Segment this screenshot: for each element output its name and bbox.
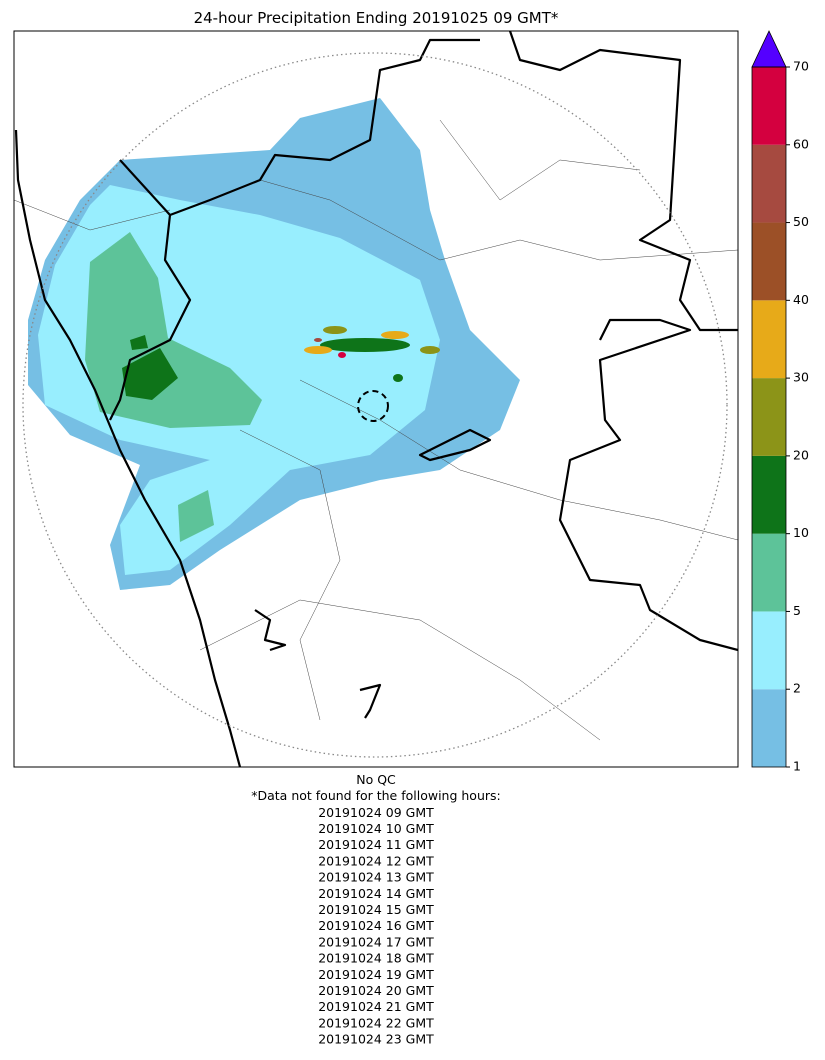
- colorbar-tick-label: 5: [793, 603, 801, 618]
- colorbar-tick-label: 50: [793, 214, 809, 229]
- colorbar-segment: [752, 300, 786, 379]
- precip-area: [314, 338, 322, 342]
- missing-hour: 20191024 19 GMT: [318, 967, 434, 982]
- map: [14, 31, 738, 767]
- missing-hour: 20191024 13 GMT: [318, 870, 434, 885]
- missing-hour: 20191024 12 GMT: [318, 853, 434, 868]
- colorbar-extend: [751, 30, 787, 68]
- missing-hour: 20191024 14 GMT: [318, 886, 434, 901]
- colorbar-segment: [752, 455, 786, 534]
- precip-area: [393, 374, 403, 382]
- state-border: [558, 318, 738, 652]
- state-border: [508, 31, 738, 332]
- colorbar-tick-label: 30: [793, 370, 809, 385]
- colorbar-frame: [751, 66, 787, 768]
- missing-hour: 20191024 21 GMT: [318, 999, 434, 1014]
- qc-note: No QC: [356, 772, 396, 787]
- colorbar-tick-label: 20: [793, 447, 809, 462]
- colorbar-segment: [752, 378, 786, 456]
- precip-area: [323, 326, 347, 334]
- colorbar-tick-label: 2: [793, 681, 801, 696]
- colorbar-tick-label: 1: [793, 759, 801, 774]
- precip-area: [338, 352, 346, 358]
- colorbar-tick-label: 10: [793, 525, 809, 540]
- precip-area: [420, 346, 440, 354]
- missing-hour: 20191024 15 GMT: [318, 902, 434, 917]
- state-border: [254, 609, 382, 719]
- missing-hour: 20191024 11 GMT: [318, 837, 434, 852]
- missing-hour: 20191024 22 GMT: [318, 1015, 434, 1030]
- precip-area: [178, 490, 214, 542]
- map-frame: [13, 30, 739, 768]
- state-border: [418, 428, 492, 462]
- state-border: [14, 129, 242, 767]
- colorbar-tick-label: 60: [793, 136, 809, 151]
- precip-area: [320, 338, 410, 352]
- missing-hour: 20191024 16 GMT: [318, 918, 434, 933]
- colorbar-segment: [752, 611, 786, 690]
- state-border: [109, 159, 192, 421]
- radar-site: [357, 390, 389, 422]
- colorbar-segment: [752, 222, 786, 301]
- precip-area: [130, 335, 148, 350]
- missing-hour: 20191024 18 GMT: [318, 951, 434, 966]
- missing-hour: 20191024 10 GMT: [318, 821, 434, 836]
- colorbar-segment: [752, 67, 786, 145]
- missing-hour: 20191024 17 GMT: [318, 934, 434, 949]
- colorbar-segment: [752, 533, 786, 612]
- notes: No QC *Data not found for the following …: [251, 772, 501, 1047]
- missing-hour: 20191024 23 GMT: [318, 1032, 434, 1047]
- precip-area: [381, 331, 409, 339]
- precip-area: [122, 348, 178, 400]
- missing-header: *Data not found for the following hours:: [251, 788, 501, 803]
- colorbar: 1 2 5 10 20 30 40 50 60 70: [751, 30, 809, 774]
- map-title: 24-hour Precipitation Ending 20191025 09…: [194, 9, 559, 27]
- state-border: [169, 38, 480, 217]
- colorbar-tick-label: 40: [793, 292, 809, 307]
- colorbar-segment: [752, 689, 786, 767]
- colorbar-tick-label: 70: [793, 59, 809, 74]
- missing-hour: 20191024 20 GMT: [318, 983, 434, 998]
- colorbar-segment: [752, 144, 786, 223]
- missing-hour: 20191024 09 GMT: [318, 805, 434, 820]
- precip-area: [304, 346, 332, 354]
- radar-range: [22, 52, 728, 758]
- district-border: [14, 119, 738, 741]
